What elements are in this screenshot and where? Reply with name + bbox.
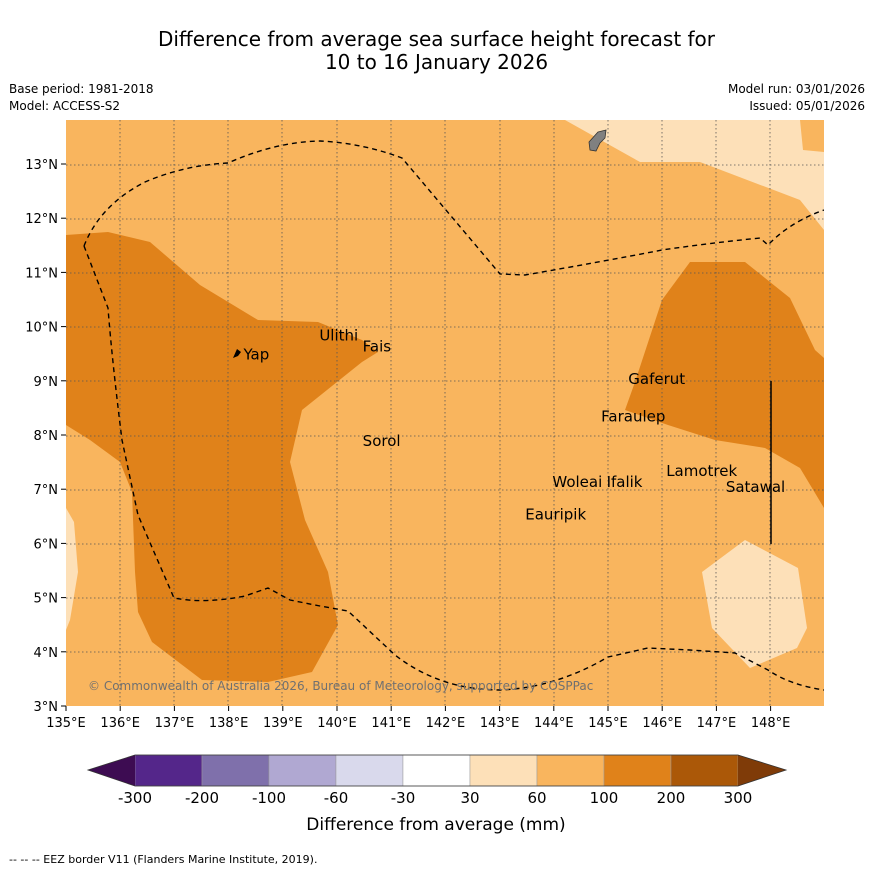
lat-tick-label: 7°N xyxy=(34,483,59,498)
lon-tick-label: 147°E xyxy=(697,716,737,731)
base-period: Base period: 1981-2018 xyxy=(9,82,154,96)
colorbar-label: Difference from average (mm) xyxy=(306,815,565,835)
lon-tick-label: 143°E xyxy=(480,716,520,731)
place-label: Gaferut xyxy=(628,370,685,388)
colorbar-extend-low xyxy=(88,755,135,786)
lon-tick-label: 135°E xyxy=(46,716,86,731)
place-label: Faraulep xyxy=(601,408,665,426)
colorbar-swatch xyxy=(335,754,404,787)
lon-tick-label: 139°E xyxy=(263,716,303,731)
field-30-60-southeast xyxy=(702,540,807,668)
colorbar-swatch xyxy=(469,754,538,787)
colorbar-tick-label: 100 xyxy=(590,789,619,807)
place-label: Woleai xyxy=(552,473,602,491)
colorbar-outline xyxy=(86,754,788,787)
colorbar: -300 -200 -100 -60 -30 30 60 100 200 300 Differen… xyxy=(86,754,788,835)
copyright-notice: © Commonwealth of Australia 2026, Bureau… xyxy=(88,679,593,693)
lon-tick-label: 145°E xyxy=(588,716,628,731)
yap-island xyxy=(233,349,241,358)
place-label: Eauripik xyxy=(525,505,586,523)
place-label: Satawal xyxy=(726,478,785,496)
latitude-ticks: 3°N 4°N 5°N 6°N 7°N 8°N 9°N 10°N 11°N 12°N 13°N xyxy=(25,158,66,715)
lon-tick-label: 140°E xyxy=(317,716,357,731)
lat-tick-label: 6°N xyxy=(34,537,59,552)
lon-tick-label: 136°E xyxy=(100,716,140,731)
longitude-ticks: 135°E 136°E 137°E 138°E 139°E 140°E 141°E 142°E… xyxy=(46,706,790,731)
colorbar-swatch xyxy=(402,754,471,787)
place-label: Lamotrek xyxy=(666,462,737,480)
lon-tick-label: 141°E xyxy=(371,716,411,731)
guam-island xyxy=(588,129,607,152)
model-name: Model: ACCESS-S2 xyxy=(9,99,121,113)
lat-tick-label: 13°N xyxy=(25,158,58,173)
colorbar-tick-label: 30 xyxy=(460,789,479,807)
colorbar-swatch xyxy=(134,754,203,787)
colorbar-tick-label: 60 xyxy=(527,789,546,807)
lat-tick-label: 9°N xyxy=(34,375,59,390)
title-line-1: Difference from average sea surface heig… xyxy=(157,27,716,51)
place-label: Fais xyxy=(363,337,392,355)
lon-tick-label: 138°E xyxy=(209,716,249,731)
lon-tick-label: 144°E xyxy=(534,716,574,731)
lat-tick-label: 3°N xyxy=(34,700,59,715)
place-label: Sorol xyxy=(363,432,401,450)
lon-tick-label: 148°E xyxy=(751,716,791,731)
lon-tick-label: 137°E xyxy=(155,716,195,731)
lat-tick-label: 10°N xyxy=(25,321,58,336)
colorbar-swatch xyxy=(536,754,605,787)
meta-left: Base period: 1981-2018 Model: ACCESS-S2 xyxy=(9,81,154,115)
lat-tick-label: 4°N xyxy=(34,646,59,661)
place-labels: Yap Ulithi Fais Sorol Gaferut Faraulep Woleai I… xyxy=(242,326,785,523)
colorbar-swatch xyxy=(603,754,672,787)
colorbar-ticks: -300 -200 -100 -60 -30 30 60 100 200 300 xyxy=(118,789,752,807)
field-30-60-northeast xyxy=(565,120,824,230)
place-label: Yap xyxy=(242,345,269,363)
eez-legend-note: -- -- -- EEZ border V11 (Flanders Marine… xyxy=(9,853,318,866)
lat-tick-label: 12°N xyxy=(25,212,58,227)
issued-date: Issued: 05/01/2026 xyxy=(749,99,865,113)
colorbar-tick-label: -200 xyxy=(185,789,219,807)
chart-title: Difference from average sea surface heig… xyxy=(0,28,873,74)
field-100-200-east xyxy=(625,262,824,508)
colorbar-swatch xyxy=(268,754,337,787)
lat-tick-label: 8°N xyxy=(34,429,59,444)
eez-border-south xyxy=(83,245,824,691)
colorbar-tick-label: -60 xyxy=(324,789,349,807)
colorbar-tick-label: -100 xyxy=(252,789,286,807)
colorbar-tick-label: 200 xyxy=(657,789,686,807)
title-line-2: 10 to 16 January 2026 xyxy=(324,50,549,74)
place-label: Ulithi xyxy=(319,326,358,344)
model-run: Model run: 03/01/2026 xyxy=(727,82,865,96)
lat-tick-label: 11°N xyxy=(25,266,58,281)
meta-right: Model run: 03/01/2026 Issued: 05/01/2026 xyxy=(728,81,865,115)
map-plot-area: © Commonwealth of Australia 2026, Bureau… xyxy=(66,120,824,706)
colorbar-swatch xyxy=(670,754,739,787)
colorbar-tick-label: -30 xyxy=(391,789,416,807)
field-100-200-west xyxy=(66,232,378,682)
colorbar-extend-high xyxy=(738,755,786,786)
colorbar-swatch xyxy=(201,754,270,787)
lon-tick-label: 146°E xyxy=(642,716,682,731)
lat-tick-label: 5°N xyxy=(34,592,59,607)
place-label: Ifalik xyxy=(607,473,643,491)
lon-tick-label: 142°E xyxy=(426,716,466,731)
colorbar-tick-label: -300 xyxy=(118,789,152,807)
field-30-60-west-edge xyxy=(66,508,78,630)
colorbar-tick-label: 300 xyxy=(724,789,753,807)
